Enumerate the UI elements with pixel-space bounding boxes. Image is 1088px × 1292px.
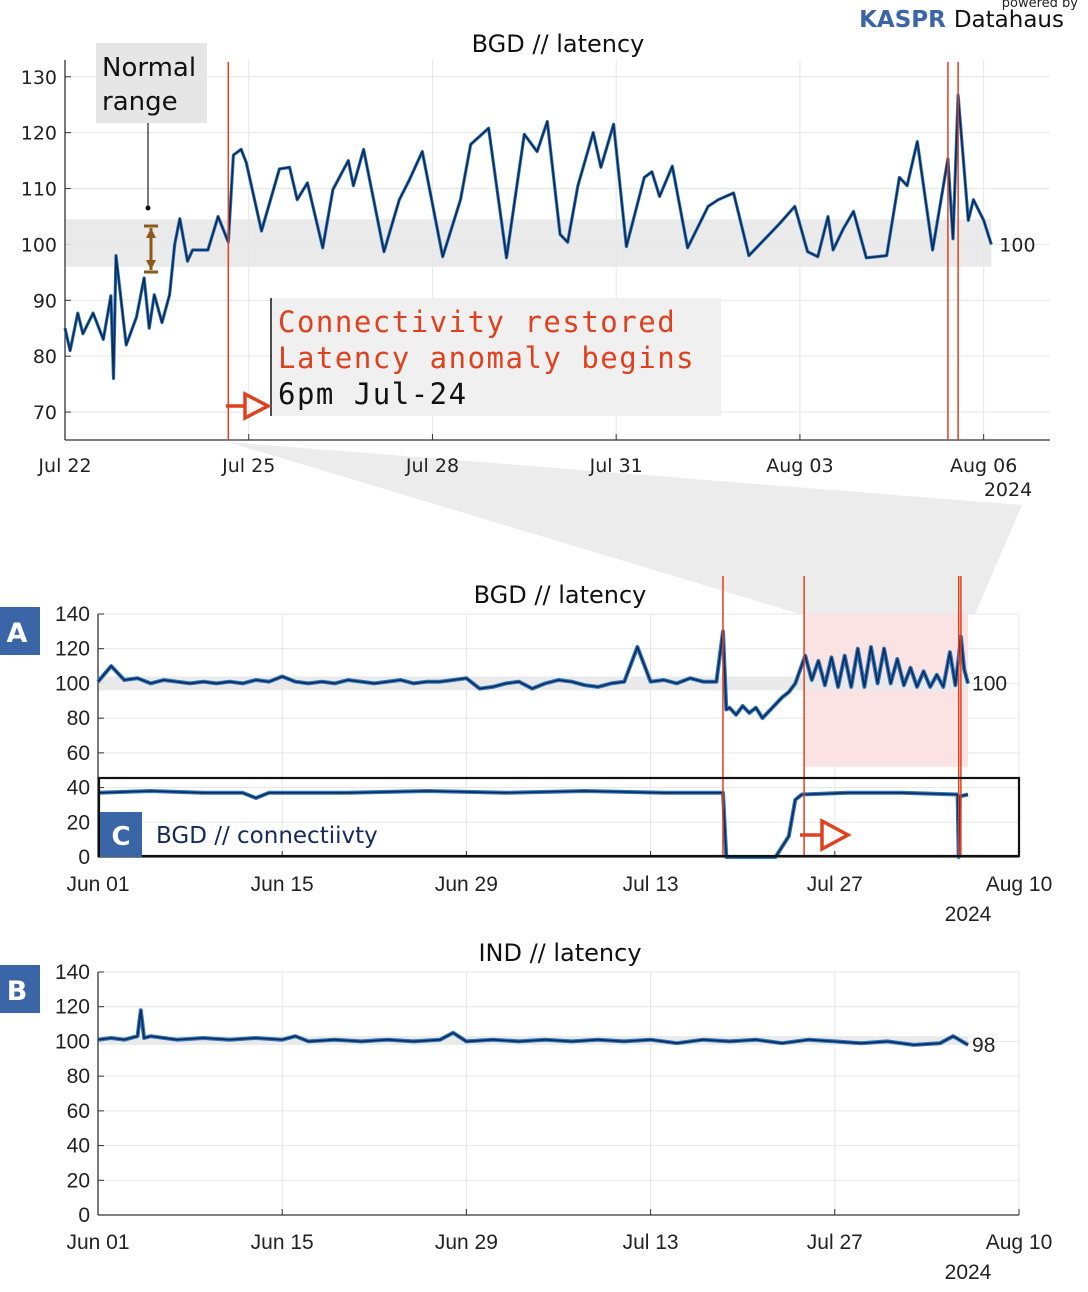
normal-range-label-line2: range <box>102 87 178 117</box>
y-tick-label: 90 <box>33 290 57 312</box>
chart-title: IND // latency <box>478 939 641 967</box>
series-line-smoothed-0 <box>64 94 993 380</box>
x-tick-label: Aug 06 <box>950 455 1017 477</box>
x-tick-label: Aug 03 <box>766 455 833 477</box>
panel-b-label: B <box>7 976 28 1007</box>
brand-datahaus: Datahaus <box>954 7 1064 33</box>
panel-a-badge <box>0 607 40 655</box>
y-tick-label: 0 <box>78 846 90 869</box>
x-tick-label: Aug 10 <box>986 1231 1053 1254</box>
normal-range-label-line1: Normal <box>102 53 196 83</box>
y-tick-label: 110 <box>21 179 57 201</box>
x-tick-label: Jul 22 <box>37 455 91 477</box>
y-tick-label: 140 <box>55 603 90 626</box>
panel-c-label: C <box>111 822 130 852</box>
y-tick-label: 0 <box>78 1204 90 1227</box>
series-line-smoothed-1 <box>97 790 969 858</box>
y-tick-label: 80 <box>67 1065 90 1088</box>
brand-logo: KASPR Datahaus <box>859 7 1064 33</box>
x-year-label: 2024 <box>945 1261 992 1284</box>
x-tick-label: Jul 25 <box>221 455 275 477</box>
range-double-arrow-icon <box>144 224 158 274</box>
panel-c-badge <box>100 812 142 857</box>
connectivity-box <box>97 776 1021 858</box>
y-tick-label: 70 <box>33 402 57 424</box>
leader-dot <box>145 205 151 211</box>
callout-connectivity-restored: Connectivity restored <box>278 305 676 339</box>
x-tick-label: Jun 01 <box>66 1231 129 1254</box>
normal-range-band <box>65 219 992 267</box>
connectivity-label: BGD // connectiivty <box>156 823 378 849</box>
y-tick-label: 100 <box>55 672 90 695</box>
arrow-right-icon <box>800 818 852 852</box>
x-year-label: 2024 <box>945 903 992 926</box>
y-tick-label: 130 <box>21 67 57 89</box>
panel-a-label: A <box>7 618 28 649</box>
chart-a-bgd-latency: 0 20 40 60 80 100 120 140 Jun 01 Jun 15 Jun 29 Jul … <box>55 576 1052 926</box>
y-tick-label: 140 <box>55 961 90 984</box>
y-tick-label: 60 <box>67 1100 90 1123</box>
y-tick-label: 40 <box>67 777 90 800</box>
series-line-smoothed-0 <box>97 1009 969 1046</box>
callout-time: 6pm Jul-24 <box>278 377 468 411</box>
x-tick-label: Jun 15 <box>251 1231 314 1254</box>
chart-title: BGD // latency <box>472 30 645 58</box>
panel-b-badge <box>0 965 40 1013</box>
x-tick-label: Jun 29 <box>435 1231 498 1254</box>
y-tick-label: 120 <box>55 996 90 1019</box>
zoom-funnel <box>228 442 1022 614</box>
x-tick-label: Jul 13 <box>623 873 679 896</box>
x-tick-label: Jun 29 <box>435 873 498 896</box>
end-value-label: 98 <box>972 1034 995 1057</box>
x-tick-label: Jul 31 <box>589 455 643 477</box>
x-tick-label: Jun 15 <box>251 873 314 896</box>
y-tick-label: 20 <box>67 1169 90 1192</box>
chart-title: BGD // latency <box>474 581 647 609</box>
end-value-label: 100 <box>999 234 1035 256</box>
x-tick-label: Jul 13 <box>623 1231 679 1254</box>
brand-kaspr: KASPR <box>859 7 946 33</box>
arrow-right-icon <box>226 391 272 421</box>
x-tick-label: Jun 01 <box>66 873 129 896</box>
y-tick-label: 80 <box>33 346 57 368</box>
end-value-label: 100 <box>972 672 1007 695</box>
callout-latency-anomaly: Latency anomaly begins <box>278 341 695 375</box>
powered-by-text: powered by <box>1002 0 1079 11</box>
y-tick-label: 100 <box>55 1030 90 1053</box>
x-tick-label: Aug 10 <box>986 873 1053 896</box>
y-tick-label: 100 <box>21 234 57 256</box>
x-year-label: 2024 <box>984 479 1032 501</box>
callout-annotation: Connectivity restored Latency anomaly be… <box>226 298 721 421</box>
y-tick-label: 40 <box>67 1135 90 1158</box>
y-tick-label: 120 <box>21 123 57 145</box>
callout-box <box>272 298 721 416</box>
x-tick-label: Jul 27 <box>807 873 863 896</box>
chart-b-ind-latency: 0 20 40 60 80 100 120 140 Jun 01 Jun 15 Jun 29 Jul … <box>55 939 1052 1284</box>
y-tick-label: 20 <box>67 811 90 834</box>
normal-range-band <box>98 676 969 691</box>
x-tick-label: Jul 27 <box>807 1231 863 1254</box>
y-tick-label: 120 <box>55 638 90 661</box>
x-tick-label: Jul 28 <box>405 455 459 477</box>
normal-range-annotation: Normal range <box>96 43 207 274</box>
normal-range-box <box>96 43 207 123</box>
series-line-smoothed-0 <box>97 630 969 719</box>
y-tick-label: 60 <box>67 742 90 765</box>
y-tick-label: 80 <box>67 707 90 730</box>
